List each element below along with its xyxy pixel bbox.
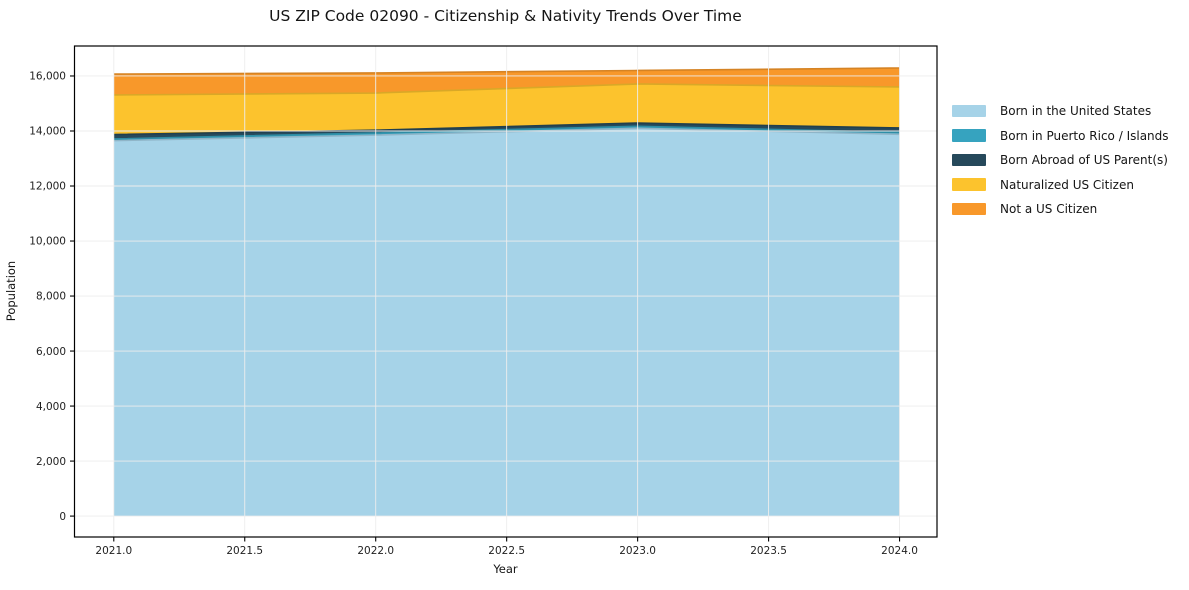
x-tick-label-2023.5: 2023.5	[750, 545, 787, 557]
x-tick-label-2024.0: 2024.0	[881, 545, 918, 557]
legend-item-not-a-us-citizen: Not a US Citizen	[952, 202, 1169, 216]
legend-item-born-in-puerto-rico-islands: Born in Puerto Rico / Islands	[952, 129, 1169, 143]
y-tick-label-12,000: 12,000	[29, 181, 66, 193]
x-tick-label-2022.5: 2022.5	[488, 545, 525, 557]
axes-spines	[73, 45, 938, 538]
x-axis-label: Year	[493, 562, 518, 576]
y-tick-label-4,000: 4,000	[36, 401, 66, 413]
y-tick-label-0: 0	[59, 511, 66, 523]
legend-label: Born in Puerto Rico / Islands	[1000, 128, 1169, 143]
chart-title: US ZIP Code 02090 - Citizenship & Nativi…	[269, 7, 742, 25]
x-tick-label-2022.0: 2022.0	[357, 545, 394, 557]
legend-swatch-icon	[952, 202, 986, 216]
y-tick-label-6,000: 6,000	[36, 346, 66, 358]
x-tick-label-2021.0: 2021.0	[95, 545, 132, 557]
y-tick-label-8,000: 8,000	[36, 291, 66, 303]
legend-label: Naturalized US Citizen	[1000, 177, 1134, 192]
y-tick-label-14,000: 14,000	[29, 126, 66, 138]
legend: Born in the United States Born in Puerto …	[952, 104, 1169, 227]
legend-swatch-icon	[952, 178, 986, 191]
legend-label: Born in the United States	[1000, 104, 1152, 118]
y-tick-label-2,000: 2,000	[36, 456, 66, 468]
y-tick-label-10,000: 10,000	[29, 236, 66, 248]
legend-swatch-icon	[952, 129, 986, 142]
legend-item-born-in-the-united-states: Born in the United States	[952, 104, 1169, 118]
legend-item-naturalized-us-citizen: Naturalized US Citizen	[952, 178, 1169, 192]
x-tick-label-2021.5: 2021.5	[226, 545, 263, 557]
legend-item-born-abroad-of-us-parent-s: Born Abroad of US Parent(s)	[952, 153, 1169, 167]
legend-label: Born Abroad of US Parent(s)	[1000, 153, 1168, 167]
legend-label: Not a US Citizen	[1000, 202, 1098, 216]
y-tick-label-16,000: 16,000	[29, 71, 66, 83]
legend-swatch-icon	[952, 104, 986, 118]
legend-swatch-icon	[952, 153, 986, 167]
area-born-abroad-of-us-parent-s	[113, 123, 900, 139]
x-tick-label-2023.0: 2023.0	[619, 545, 656, 557]
